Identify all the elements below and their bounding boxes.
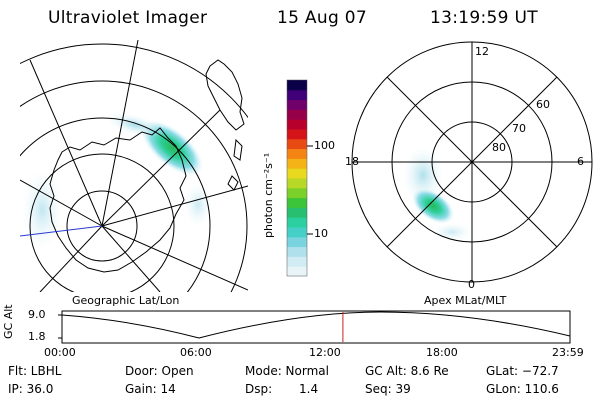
colorbar <box>287 80 307 277</box>
dsp-label: Dsp: <box>245 382 273 396</box>
colorbar-cell <box>287 138 307 150</box>
timeline-x-tick: 18:00 <box>426 346 458 359</box>
colorbar-cell <box>287 246 307 257</box>
landmass-coastline <box>205 59 245 131</box>
antarctica-coastline <box>49 127 187 273</box>
landmass-coastline <box>227 175 239 191</box>
gc-alt-info: GC Alt: 8.6 Re <box>365 364 449 378</box>
seq-info: Seq: 39 <box>365 382 411 396</box>
right-panel-caption: Apex MLat/MLT <box>424 294 507 307</box>
colorbar-unit-label: photon cm⁻²s⁻¹ <box>262 152 275 238</box>
mlat-label-70: 70 <box>512 122 526 135</box>
timeline-y-tick: 1.8 <box>28 330 46 343</box>
colorbar-cell <box>287 109 307 120</box>
colorbar-cell <box>287 207 307 218</box>
colorbar-cell <box>287 158 307 169</box>
instrument-title: Ultraviolet Imager <box>48 8 208 28</box>
door-info: Door: Open <box>125 364 194 378</box>
colorbar-cell <box>287 168 307 179</box>
aurora-emission-oval <box>403 147 443 203</box>
colorbar-tick-label: 10 <box>314 227 328 240</box>
mlat-label-60: 60 <box>536 98 550 111</box>
colorbar-cell <box>287 236 307 248</box>
colorbar-cell <box>287 266 307 277</box>
gc-alt-curve <box>61 311 571 339</box>
mlat-mlt-polar-plot <box>351 41 593 283</box>
colorbar-cell <box>287 187 307 199</box>
landmass-coastline <box>233 138 243 161</box>
colorbar-cell <box>287 148 307 159</box>
timeline-y-label: GC Alt <box>2 304 15 339</box>
colorbar-cell <box>287 99 307 110</box>
colorbar-cell <box>287 80 307 91</box>
timeline-x-tick: 00:00 <box>44 346 76 359</box>
colorbar-cell <box>287 197 307 208</box>
mlt-label-12: 12 <box>475 45 489 58</box>
glon-info: GLon: 110.6 <box>486 382 559 396</box>
mlt-label-6: 6 <box>577 155 584 168</box>
colorbar-cell <box>287 129 307 140</box>
noon-meridian <box>20 225 103 237</box>
left-panel-caption: Geographic Lat/Lon <box>72 294 180 307</box>
timeline-x-tick: 06:00 <box>180 346 212 359</box>
filter-info: Flt: LBHL <box>8 364 62 378</box>
mlt-label-18: 18 <box>345 155 359 168</box>
mlat-label-80: 80 <box>492 141 506 154</box>
timeline-x-tick: 23:59 <box>552 346 584 359</box>
timeline-x-tick: 12:00 <box>309 346 341 359</box>
date-label: 15 Aug 07 <box>277 8 367 28</box>
colorbar-cell <box>287 89 307 101</box>
mlt-label-0: 0 <box>468 278 475 291</box>
colorbar-cell <box>287 119 307 130</box>
gain-info: Gain: 14 <box>125 382 176 396</box>
mode-info: Mode: Normal <box>245 364 329 378</box>
colorbar-cell <box>287 227 307 238</box>
gc-alt-timeline <box>58 310 571 344</box>
aurora-emission-faint <box>22 170 62 250</box>
colorbar-cell <box>287 217 307 228</box>
colorbar-cell <box>287 256 307 267</box>
timeline-y-tick: 9.0 <box>28 308 46 321</box>
aurora-emission-faint <box>432 223 472 241</box>
time-label: 13:19:59 UT <box>430 8 538 28</box>
ip-info: IP: 36.0 <box>8 382 54 396</box>
aurora-emission-main <box>411 188 455 224</box>
colorbar-cell <box>287 178 307 189</box>
dsp-value: 1.4 <box>299 382 319 396</box>
geographic-map <box>20 39 248 292</box>
glat-info: GLat: −72.7 <box>486 364 559 378</box>
aurora-emission-arc <box>105 112 165 138</box>
colorbar-tick-label: 100 <box>314 139 335 152</box>
